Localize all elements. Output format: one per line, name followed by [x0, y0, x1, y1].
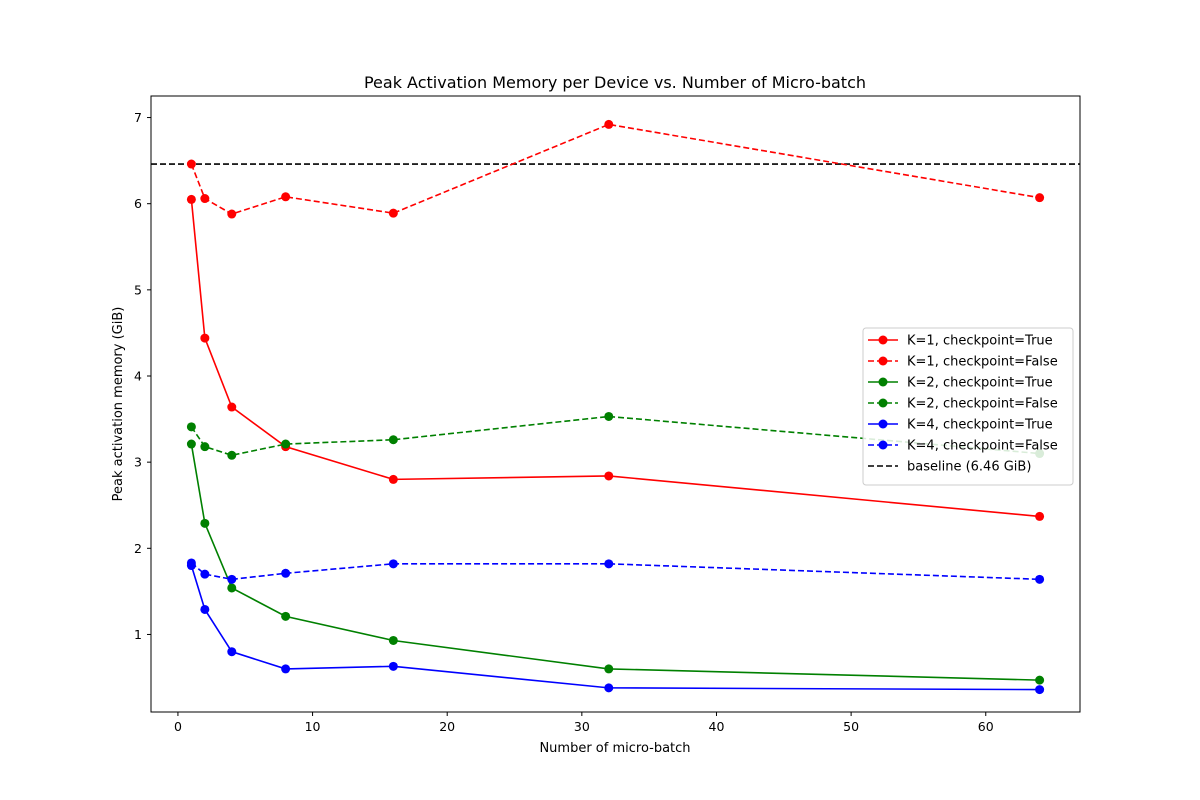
legend-marker: [878, 377, 888, 387]
y-axis-ticks: 1 2 3 4 5 6 7: [134, 110, 151, 642]
data-point: [227, 402, 237, 412]
legend-label: K=2, checkpoint=False: [907, 397, 1058, 412]
data-point: [388, 474, 398, 484]
data-point: [1035, 675, 1045, 685]
data-point: [604, 559, 614, 569]
legend-label: K=2, checkpoint=True: [907, 376, 1053, 391]
data-point: [186, 159, 196, 169]
data-point: [604, 683, 614, 693]
data-point: [604, 411, 614, 421]
x-tick-label: 30: [574, 719, 590, 734]
legend-marker: [878, 356, 888, 366]
data-point: [604, 664, 614, 674]
x-tick-label: 50: [843, 719, 859, 734]
y-tick-label: 5: [134, 282, 142, 297]
data-point: [1035, 574, 1045, 584]
data-point: [200, 604, 210, 614]
data-point: [186, 558, 196, 568]
y-axis-label: Peak activation memory (GiB): [111, 307, 126, 502]
legend-label: baseline (6.46 GiB): [907, 460, 1031, 475]
x-axis-ticks: 0 10 20 30 40 50 60: [174, 712, 994, 734]
legend-item: K=2, checkpoint=False: [868, 397, 1058, 412]
legend-item: K=1, checkpoint=False: [868, 355, 1058, 370]
x-tick-label: 40: [709, 719, 725, 734]
x-tick-label: 10: [305, 719, 321, 734]
data-point: [1035, 193, 1045, 203]
data-point: [388, 208, 398, 218]
data-point: [281, 568, 291, 578]
data-point: [227, 574, 237, 584]
series-5: [186, 561, 1045, 695]
legend-marker: [878, 398, 888, 408]
data-point: [186, 439, 196, 449]
data-point: [200, 194, 210, 204]
x-axis-label: Number of micro-batch: [539, 741, 690, 756]
legend-label: K=1, checkpoint=False: [907, 355, 1058, 370]
y-tick-label: 1: [134, 627, 142, 642]
data-point: [227, 450, 237, 460]
data-point: [1035, 685, 1045, 695]
data-point: [281, 439, 291, 449]
data-point: [604, 471, 614, 481]
data-point: [281, 664, 291, 674]
data-point: [227, 209, 237, 219]
legend-label: K=4, checkpoint=True: [907, 418, 1053, 433]
legend-box: [862, 327, 1074, 486]
y-tick-label: 6: [134, 196, 142, 211]
data-point: [227, 583, 237, 593]
data-point: [281, 611, 291, 621]
legend-marker: [878, 440, 888, 450]
data-point: [388, 559, 398, 569]
data-point: [227, 647, 237, 657]
data-point: [388, 635, 398, 645]
series-line: [190, 123, 1040, 215]
data-point: [186, 194, 196, 204]
data-point: [604, 119, 614, 129]
series-2: [186, 119, 1045, 219]
legend-item: K=4, checkpoint=True: [868, 418, 1053, 433]
y-tick-label: 7: [134, 110, 142, 125]
series-line: [190, 565, 1040, 691]
y-tick-label: 3: [134, 455, 142, 470]
series-6: [186, 558, 1045, 584]
series-3: [186, 439, 1045, 685]
legend-label: K=1, checkpoint=True: [907, 334, 1053, 349]
chart-title: Peak Activation Memory per Device vs. Nu…: [364, 73, 866, 92]
legend-item: K=1, checkpoint=True: [868, 334, 1053, 349]
y-tick-label: 2: [134, 541, 142, 556]
legend-item: K=2, checkpoint=True: [868, 376, 1053, 391]
data-point: [186, 422, 196, 432]
legend: K=1, checkpoint=True K=1, checkpoint=Fals…: [862, 327, 1074, 486]
legend-item: K=4, checkpoint=False: [868, 439, 1058, 454]
series-layer: [186, 119, 1045, 695]
data-point: [200, 333, 210, 343]
legend-marker: [878, 419, 888, 429]
legend-marker: [878, 335, 888, 345]
legend-label: K=4, checkpoint=False: [907, 439, 1058, 454]
plot-area-frame: [150, 95, 1081, 713]
x-tick-label: 60: [978, 719, 994, 734]
data-point: [281, 192, 291, 202]
data-point: [200, 569, 210, 579]
series-line: [190, 562, 1040, 581]
x-tick-label: 20: [439, 719, 455, 734]
data-point: [388, 435, 398, 445]
y-tick-label: 4: [134, 369, 142, 384]
data-point: [200, 518, 210, 528]
legend-item: baseline (6.46 GiB): [868, 460, 1031, 475]
x-tick-label: 0: [174, 719, 182, 734]
data-point: [200, 442, 210, 452]
data-point: [1035, 511, 1045, 521]
data-point: [388, 661, 398, 671]
